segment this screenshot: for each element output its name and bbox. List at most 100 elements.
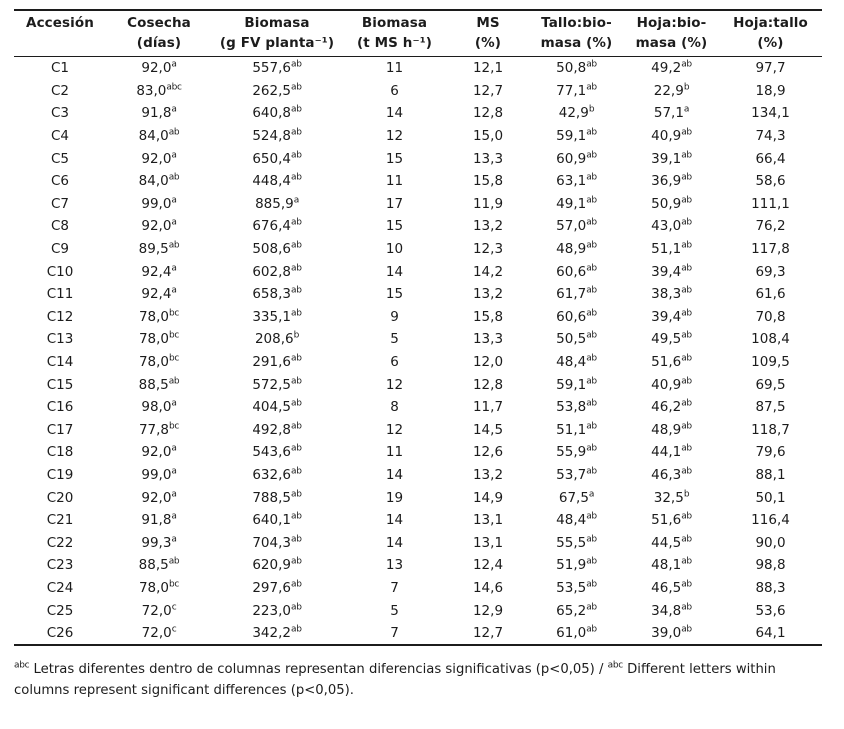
accession-cell: C25 — [46, 602, 74, 619]
value-cell: 12,7 — [472, 625, 504, 642]
value-cell: 38,3ab — [651, 285, 692, 303]
significance-letters: ab — [681, 421, 692, 432]
significance-letters: ab — [681, 150, 692, 161]
value-cell: 99,3a — [141, 534, 177, 551]
accession-cell: C3 — [50, 105, 69, 122]
significance-letters: ab — [681, 602, 692, 613]
footnote-significance-letters: abc — [14, 661, 30, 672]
significance-letters: ab — [291, 556, 302, 567]
value-cell: 14,2 — [472, 263, 504, 280]
table-row: C24 78,0bc 297,6ab 7 14,6 53,5ab 46,5ab 88,3 — [14, 577, 822, 600]
value-cell: 39,0ab — [651, 624, 692, 642]
value-cell: 262,5ab — [252, 82, 302, 99]
value-cell: 7 — [390, 625, 399, 642]
value-cell: 788,5ab — [252, 489, 302, 506]
accession-cell: C6 — [50, 173, 69, 190]
table-row: C22 99,3a 704,3ab 14 13,1 55,5ab 44,5ab 90,0 — [14, 531, 822, 554]
value-cell: 111,1 — [751, 195, 790, 212]
value-cell: 50,5ab — [556, 330, 597, 348]
significance-letters: ab — [586, 308, 597, 319]
value-cell: 32,5b — [653, 489, 690, 506]
value-cell: 602,8ab — [252, 263, 302, 280]
significance-letters: a — [171, 150, 177, 161]
significance-letters: ab — [586, 602, 597, 613]
value-cell: 48,1ab — [651, 556, 692, 574]
value-cell: 14 — [385, 512, 404, 529]
value-cell: 60,9ab — [556, 150, 597, 167]
significance-letters: a — [171, 489, 177, 500]
value-cell: 44,1ab — [651, 443, 692, 461]
accession-cell: C1 — [50, 60, 69, 77]
significance-letters: ab — [291, 421, 302, 432]
value-cell: 98,8 — [755, 557, 786, 574]
value-cell: 9 — [390, 308, 399, 325]
value-cell: 88,5ab — [138, 556, 180, 574]
value-cell: 49,5ab — [651, 330, 692, 348]
significance-letters: ab — [586, 59, 597, 70]
value-cell: 48,4ab — [556, 511, 597, 529]
significance-letters: ab — [586, 195, 597, 206]
value-cell: 53,8ab — [556, 398, 597, 416]
accession-cell: C9 — [50, 241, 69, 258]
significance-letters: ab — [291, 534, 302, 545]
significance-letters: bc — [169, 421, 180, 432]
significance-letters: a — [171, 104, 177, 115]
accession-cell: C21 — [46, 512, 74, 529]
value-cell: 11 — [385, 60, 404, 77]
value-cell: 61,7ab — [556, 285, 597, 303]
value-cell: 704,3ab — [252, 534, 302, 551]
value-cell: 404,5ab — [252, 398, 302, 416]
value-cell: 620,9ab — [252, 556, 302, 574]
value-cell: 6 — [390, 82, 399, 99]
value-cell: 48,9ab — [651, 421, 692, 438]
value-cell: 53,5ab — [556, 579, 597, 596]
significance-letters: ab — [681, 240, 692, 251]
value-cell: 77,8bc — [138, 421, 180, 438]
significance-letters: a — [171, 263, 177, 274]
significance-letters: ab — [291, 579, 302, 590]
significance-letters: b — [293, 330, 300, 341]
value-cell: 59,1ab — [556, 127, 597, 145]
significance-letters: ab — [291, 489, 302, 500]
significance-letters: ab — [168, 556, 180, 567]
value-cell: 67,5a — [558, 489, 595, 506]
significance-letters: ab — [586, 556, 597, 567]
value-cell: 58,6 — [755, 173, 786, 190]
value-cell: 12,9 — [472, 602, 504, 619]
value-cell: 91,8a — [141, 104, 177, 122]
value-cell: 543,6ab — [252, 443, 302, 461]
significance-letters: ab — [291, 308, 302, 319]
value-cell: 51,1ab — [651, 240, 692, 258]
significance-letters: a — [683, 104, 690, 115]
value-cell: 42,9b — [558, 104, 595, 122]
significance-letters: ab — [586, 285, 597, 296]
value-cell: 22,9b — [653, 82, 690, 99]
accession-cell: C17 — [46, 421, 74, 438]
value-cell: 448,4ab — [252, 172, 302, 190]
value-cell: 14,6 — [472, 579, 504, 596]
value-cell: 11 — [385, 444, 404, 461]
accession-cell: C22 — [46, 534, 74, 551]
accession-cell: C12 — [46, 308, 74, 325]
accession-cell: C13 — [46, 331, 74, 348]
significance-letters: ab — [168, 240, 180, 251]
value-cell: 92,0a — [141, 489, 177, 506]
table-row: C19 99,0a 632,6ab 14 13,2 53,7ab 46,3ab 88,1 — [14, 464, 822, 487]
column-header-8: Hoja:tallo (%) — [733, 15, 808, 51]
table-row: C4 84,0ab 524,8ab 12 15,0 59,1ab 40,9ab 74,3 — [14, 125, 822, 148]
accession-cell: C16 — [46, 399, 74, 416]
value-cell: 12,8 — [472, 376, 504, 393]
value-cell: 39,1ab — [651, 150, 692, 167]
significance-letters: ab — [681, 127, 692, 138]
column-header-2: Cosecha (días) — [127, 15, 191, 51]
significance-letters: ab — [681, 511, 692, 522]
value-cell: 61,6 — [755, 286, 786, 303]
table-body: C1 92,0a 557,6ab 11 12,1 50,8ab 49,2ab 97,7 C2 83… — [14, 57, 822, 646]
value-cell: 15 — [385, 150, 404, 167]
value-cell: 557,6ab — [252, 59, 302, 77]
significance-letters: bc — [169, 308, 180, 319]
significance-letters: ab — [291, 127, 302, 138]
significance-letters: ab — [681, 376, 692, 387]
value-cell: 208,6b — [254, 330, 300, 348]
significance-letters: ab — [681, 466, 692, 477]
